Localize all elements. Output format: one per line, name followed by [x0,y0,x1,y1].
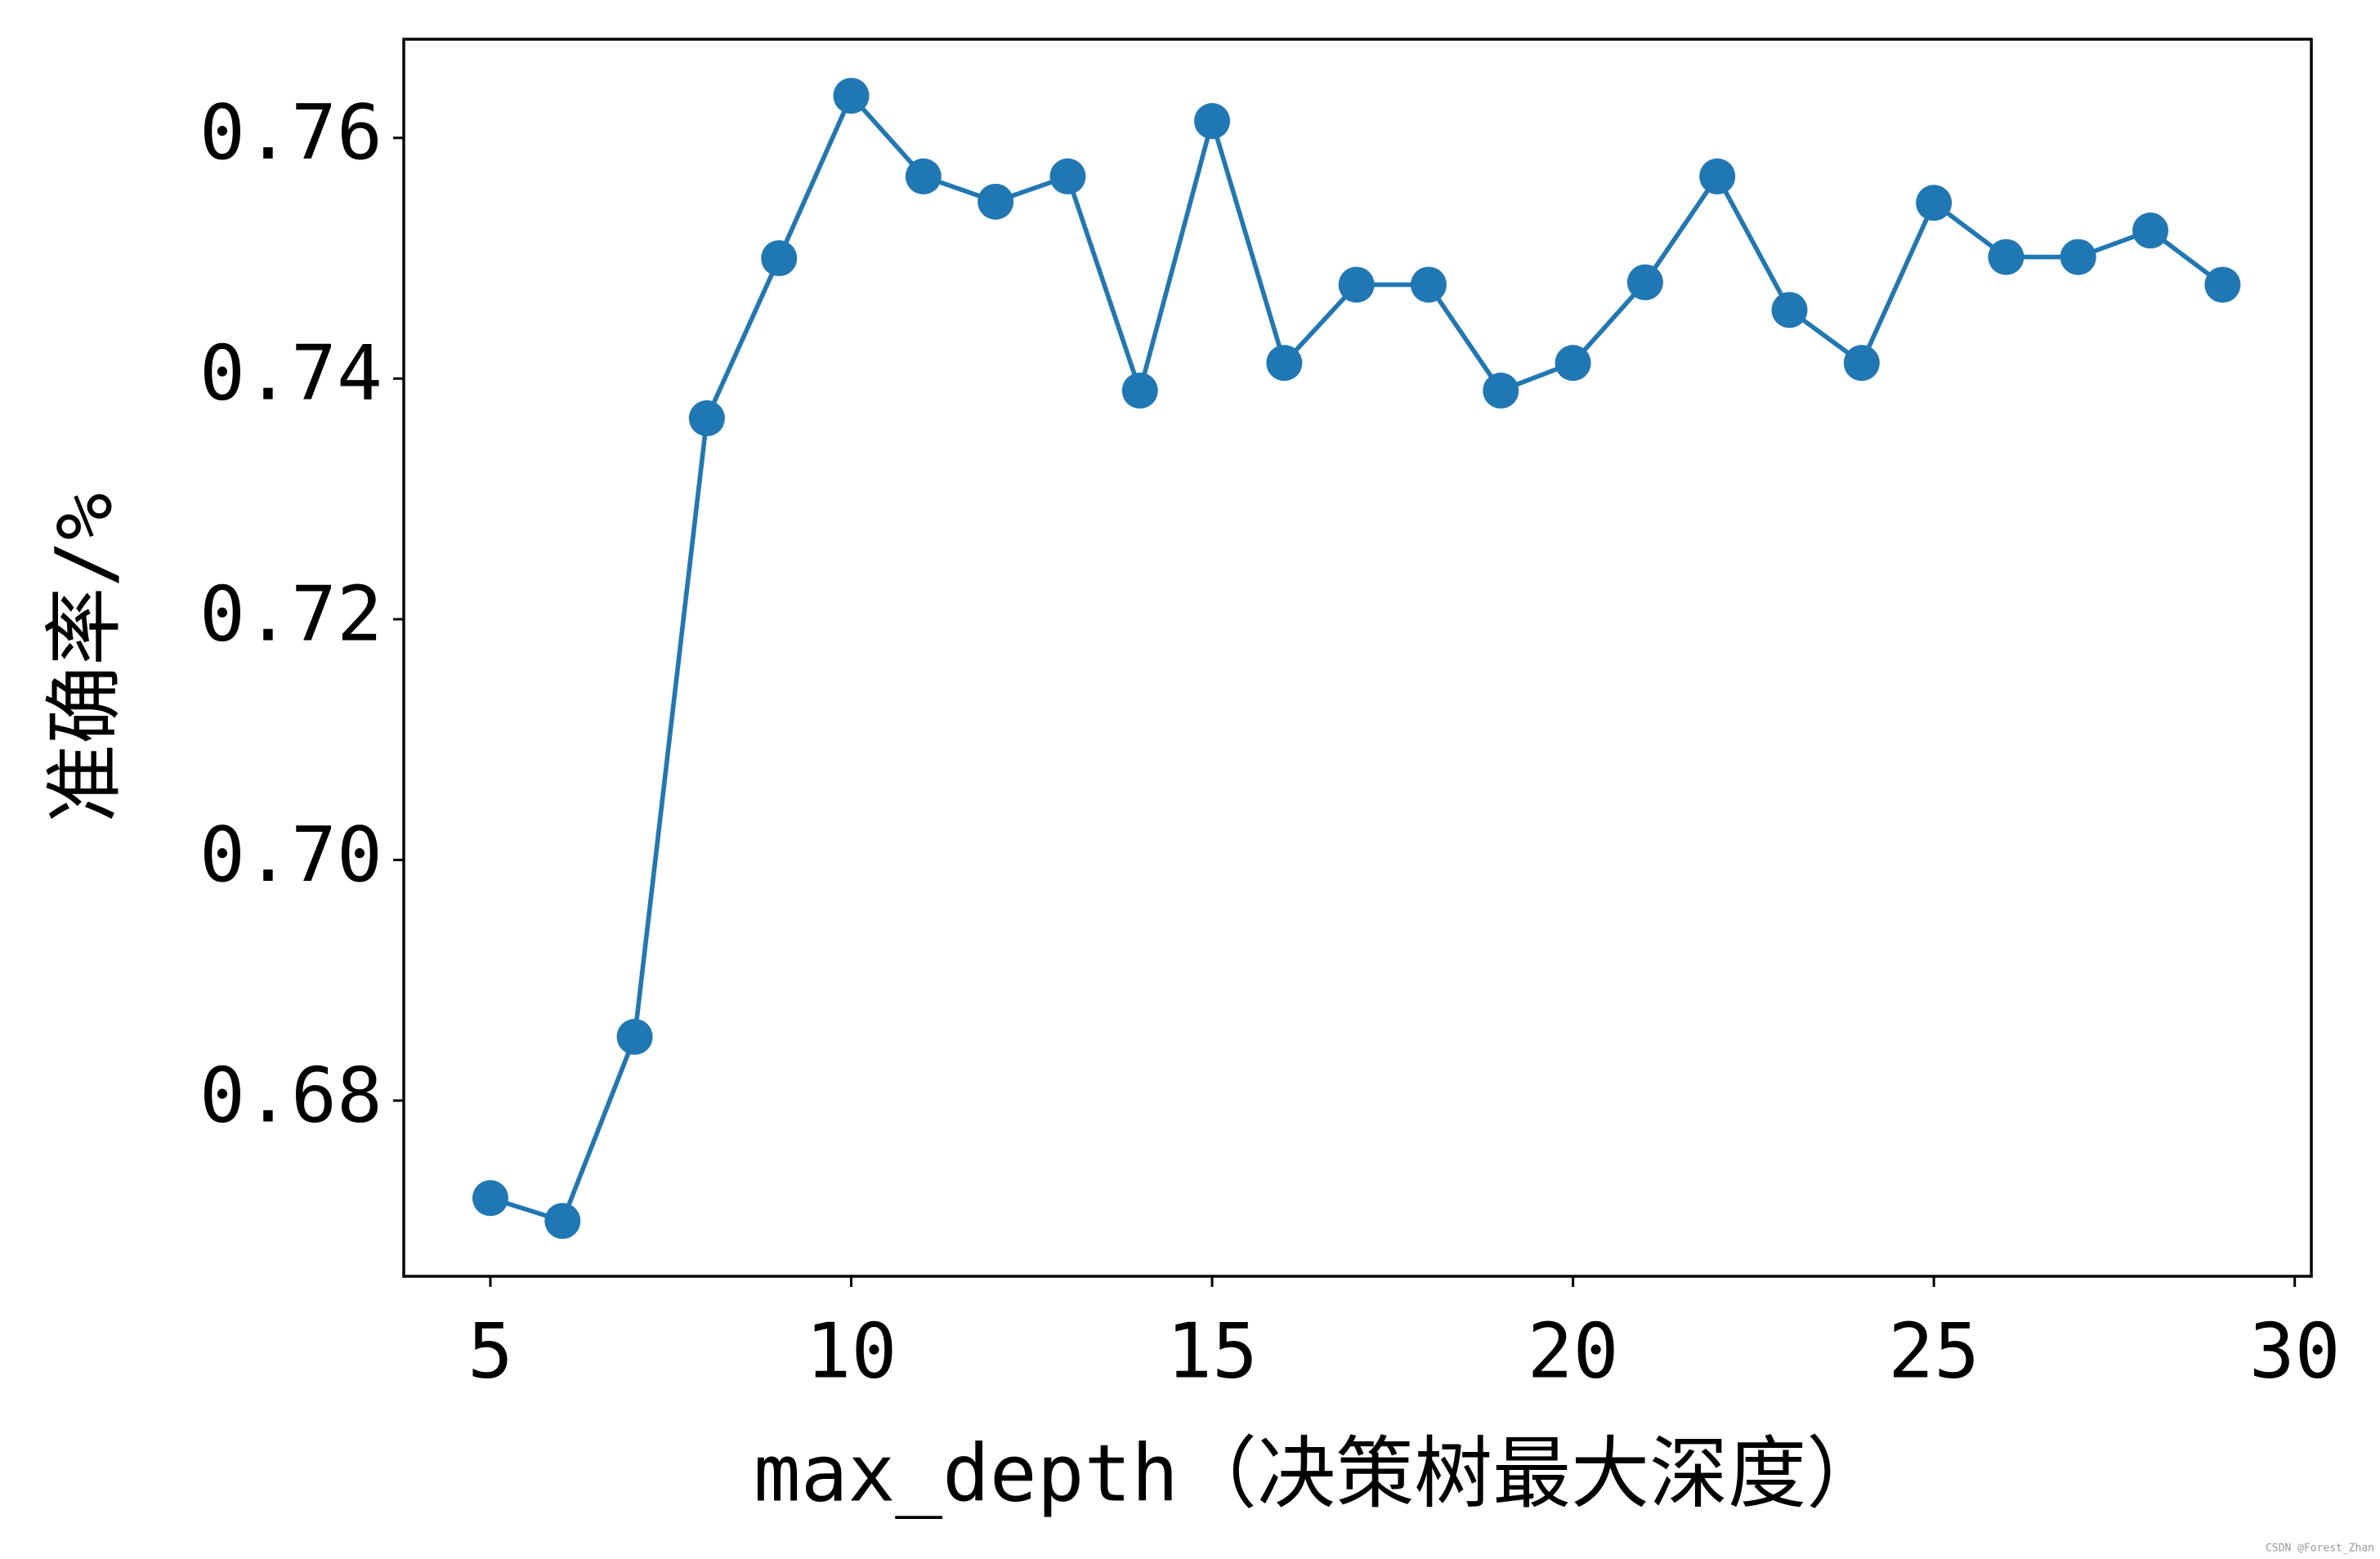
data-point [1121,373,1158,409]
y-axis-label: 准确率/% [38,493,130,823]
x-tick-label: 30 [2249,1307,2341,1395]
data-point [616,1018,653,1055]
y-tick-label: 0.76 [199,88,382,176]
data-point [1266,345,1303,382]
data-point [1916,185,1953,221]
data-point [1988,239,2024,275]
data-point [1338,266,1375,303]
data-point [833,78,870,114]
data-point [2132,212,2169,249]
data-point [1049,158,1086,194]
data-point [1699,158,1736,194]
x-tick-label: 25 [1888,1307,1980,1395]
data-point [1410,266,1447,303]
data-point [1771,292,1808,328]
x-tick-label: 10 [806,1307,897,1395]
x-tick-label: 20 [1528,1307,1619,1395]
x-axis-label: max_depth（决策树最大深度） [754,1427,1885,1519]
data-point [2204,266,2241,303]
data-point [761,240,798,277]
y-tick-label: 0.70 [199,811,382,899]
x-tick-label: 5 [468,1307,513,1395]
data-point [544,1203,581,1240]
data-point [2060,239,2096,275]
data-point [1555,345,1591,382]
data-point [1483,373,1519,409]
y-tick-label: 0.74 [199,329,382,418]
watermark: CSDN @Forest_Zhan [2266,1543,2374,1555]
plot-frame [402,38,2313,1278]
data-point [905,158,942,194]
y-tick-label: 0.68 [199,1051,382,1139]
data-point [688,400,725,436]
data-point [978,183,1014,220]
data-point [1843,345,1880,382]
y-tick-label: 0.72 [199,570,382,658]
data-point [472,1180,508,1217]
data-point [1626,264,1663,301]
data-point [1194,103,1231,140]
x-tick-label: 15 [1166,1307,1258,1395]
